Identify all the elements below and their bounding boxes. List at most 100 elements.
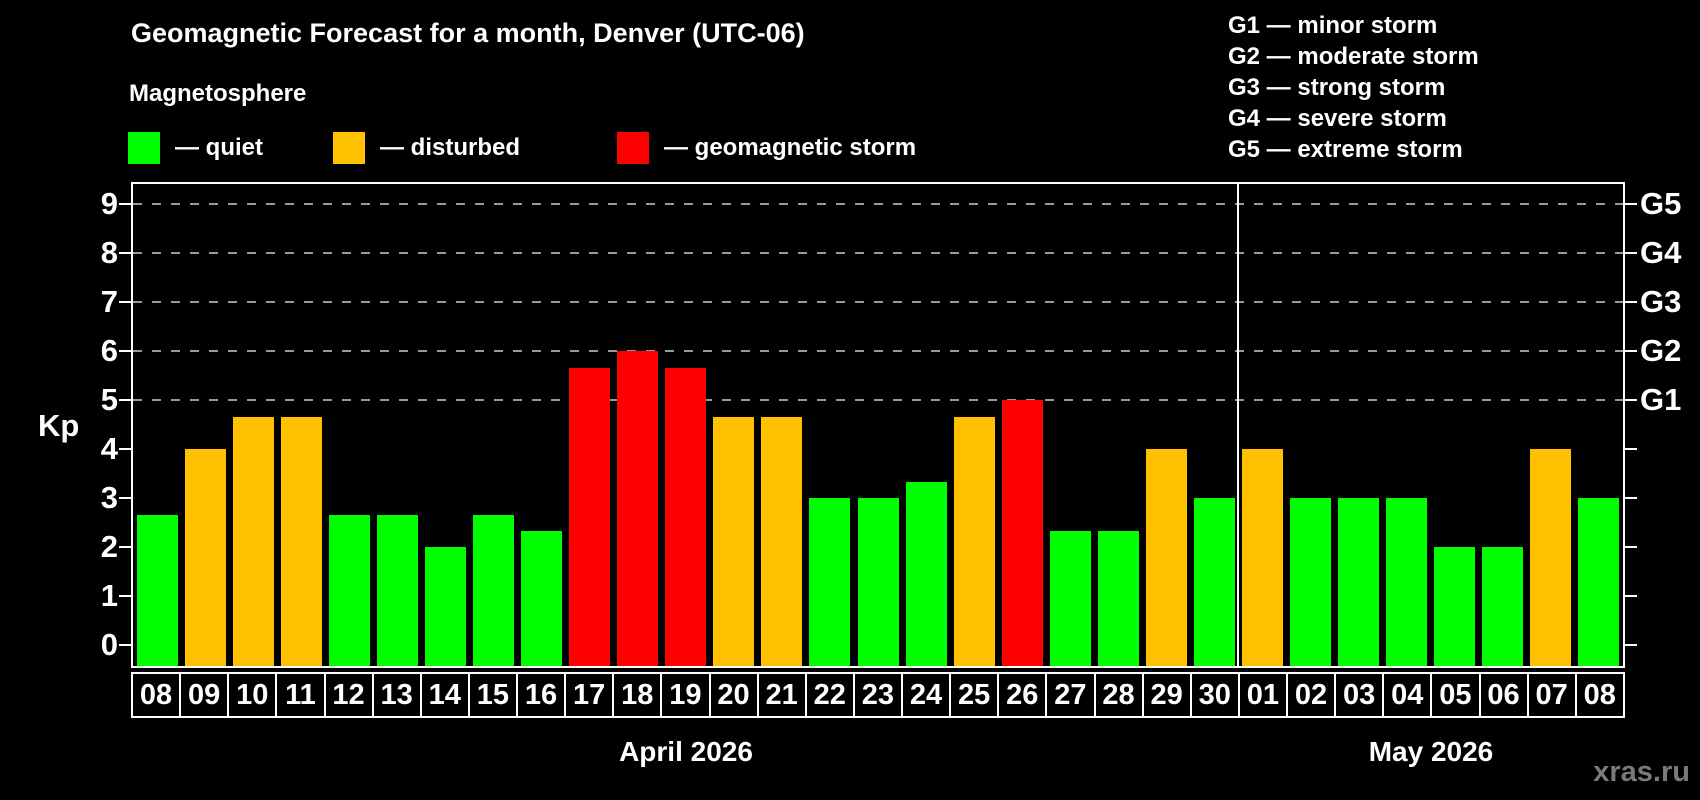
kp-bar-05 <box>1434 547 1476 666</box>
day-label-04: 04 <box>1382 672 1433 718</box>
day-axis: 08 09 10 11 12 13 14 15 16 17 18 19 20 21 22 23 24 25 26 27… <box>131 672 1625 718</box>
g-level-label-g4: G4 <box>1640 235 1682 271</box>
y-axis-tick <box>119 350 131 353</box>
kp-bar-15 <box>472 514 514 666</box>
day-label-27: 27 <box>1045 672 1096 718</box>
kp-bar-18 <box>617 351 659 666</box>
g-axis-tick <box>1625 448 1637 451</box>
day-label-18: 18 <box>612 672 663 718</box>
storm-swatch-icon <box>617 132 649 164</box>
day-label-24: 24 <box>901 672 952 718</box>
y-axis-tick <box>119 252 131 255</box>
gridline-kp8 <box>133 252 1623 255</box>
kp-bar-19 <box>665 367 707 666</box>
kp-bar-30 <box>1193 498 1235 666</box>
day-label-02: 02 <box>1286 672 1337 718</box>
day-label-08: 08 <box>1574 672 1625 718</box>
kp-bar-13 <box>376 514 418 666</box>
month-separator <box>1237 184 1240 666</box>
legend-item-quiet: — quiet <box>128 132 263 164</box>
page-title: Geomagnetic Forecast for a month, Denver… <box>131 18 805 48</box>
quiet-swatch-icon <box>128 132 160 164</box>
day-label-22: 22 <box>804 672 855 718</box>
kp-bar-16 <box>521 531 563 666</box>
kp-bar-11 <box>280 416 322 666</box>
y-tick-label: 8 <box>100 235 118 271</box>
day-label-28: 28 <box>1093 672 1144 718</box>
g-axis-tick <box>1625 399 1637 402</box>
day-label-16: 16 <box>516 672 567 718</box>
g-axis-tick <box>1625 546 1637 549</box>
kp-bar-24 <box>905 482 947 666</box>
kp-bar-08 <box>136 514 178 666</box>
day-label-19: 19 <box>660 672 711 718</box>
g-scale-line-g4: G4 — severe storm <box>1228 105 1447 132</box>
g-level-label-g3: G3 <box>1640 284 1682 320</box>
day-label-17: 17 <box>564 672 615 718</box>
kp-axis-title: Kp <box>38 408 80 443</box>
kp-bar-23 <box>857 498 899 666</box>
kp-bar-28 <box>1097 531 1139 666</box>
g-scale-line-g5: G5 — extreme storm <box>1228 136 1463 163</box>
kp-bar-25 <box>953 416 995 666</box>
g-level-label-g5: G5 <box>1640 186 1682 222</box>
month-label-may: May 2026 <box>1368 736 1494 767</box>
legend-item-disturbed: — disturbed <box>333 132 520 164</box>
kp-bar-12 <box>328 514 370 666</box>
legend-label-storm: — geomagnetic storm <box>664 134 917 161</box>
day-label-03: 03 <box>1334 672 1385 718</box>
kp-bar-22 <box>809 498 851 666</box>
g-axis-tick <box>1625 497 1637 500</box>
day-label-12: 12 <box>323 672 374 718</box>
y-tick-label: 0 <box>100 627 118 663</box>
day-label-14: 14 <box>419 672 470 718</box>
kp-bar-20 <box>713 416 755 666</box>
y-tick-label: 9 <box>100 186 118 222</box>
g-axis-tick <box>1625 595 1637 598</box>
day-label-05: 05 <box>1430 672 1481 718</box>
month-label-april: April 2026 <box>619 736 753 767</box>
disturbed-swatch-icon <box>333 132 365 164</box>
y-tick-label: 7 <box>100 284 118 320</box>
legend-label-quiet: — quiet <box>175 134 263 161</box>
y-axis-tick <box>119 448 131 451</box>
g-axis-tick <box>1625 350 1637 353</box>
day-label-29: 29 <box>1141 672 1192 718</box>
g-scale-line-g2: G2 — moderate storm <box>1228 43 1479 70</box>
kp-bar-01 <box>1242 449 1284 666</box>
kp-bar-08 <box>1578 498 1620 666</box>
g-scale-line-g3: G3 — strong storm <box>1228 74 1446 101</box>
day-label-13: 13 <box>371 672 422 718</box>
y-tick-label: 2 <box>100 529 118 565</box>
day-label-20: 20 <box>708 672 759 718</box>
y-tick-label: 6 <box>100 333 118 369</box>
day-label-11: 11 <box>275 672 326 718</box>
g-scale-legend: G1 — minor storm G2 — moderate storm G3 … <box>1228 10 1479 165</box>
y-axis-tick <box>119 301 131 304</box>
day-label-26: 26 <box>997 672 1048 718</box>
plot-area <box>119 182 1637 668</box>
legend-label-disturbed: — disturbed <box>380 134 521 161</box>
kp-bar-17 <box>569 367 611 666</box>
day-label-23: 23 <box>852 672 903 718</box>
y-tick-label: 1 <box>100 578 118 614</box>
day-label-08: 08 <box>131 672 182 718</box>
g-scale-line-g1: G1 — minor storm <box>1228 12 1438 39</box>
g-level-label-g1: G1 <box>1640 382 1682 418</box>
day-label-09: 09 <box>179 672 230 718</box>
gridline-kp5 <box>133 399 1623 402</box>
g-level-label-g2: G2 <box>1640 333 1682 369</box>
y-axis-tick <box>119 644 131 647</box>
y-tick-label: 3 <box>100 480 118 516</box>
gridline-kp7 <box>133 301 1623 304</box>
y-axis-tick <box>119 546 131 549</box>
kp-bar-04 <box>1386 498 1428 666</box>
kp-bar-14 <box>424 547 466 666</box>
kp-bar-21 <box>761 416 803 666</box>
kp-bar-26 <box>1001 400 1043 666</box>
kp-bar-02 <box>1290 498 1332 666</box>
y-axis-tick <box>119 497 131 500</box>
day-label-01: 01 <box>1237 672 1288 718</box>
day-label-10: 10 <box>227 672 278 718</box>
